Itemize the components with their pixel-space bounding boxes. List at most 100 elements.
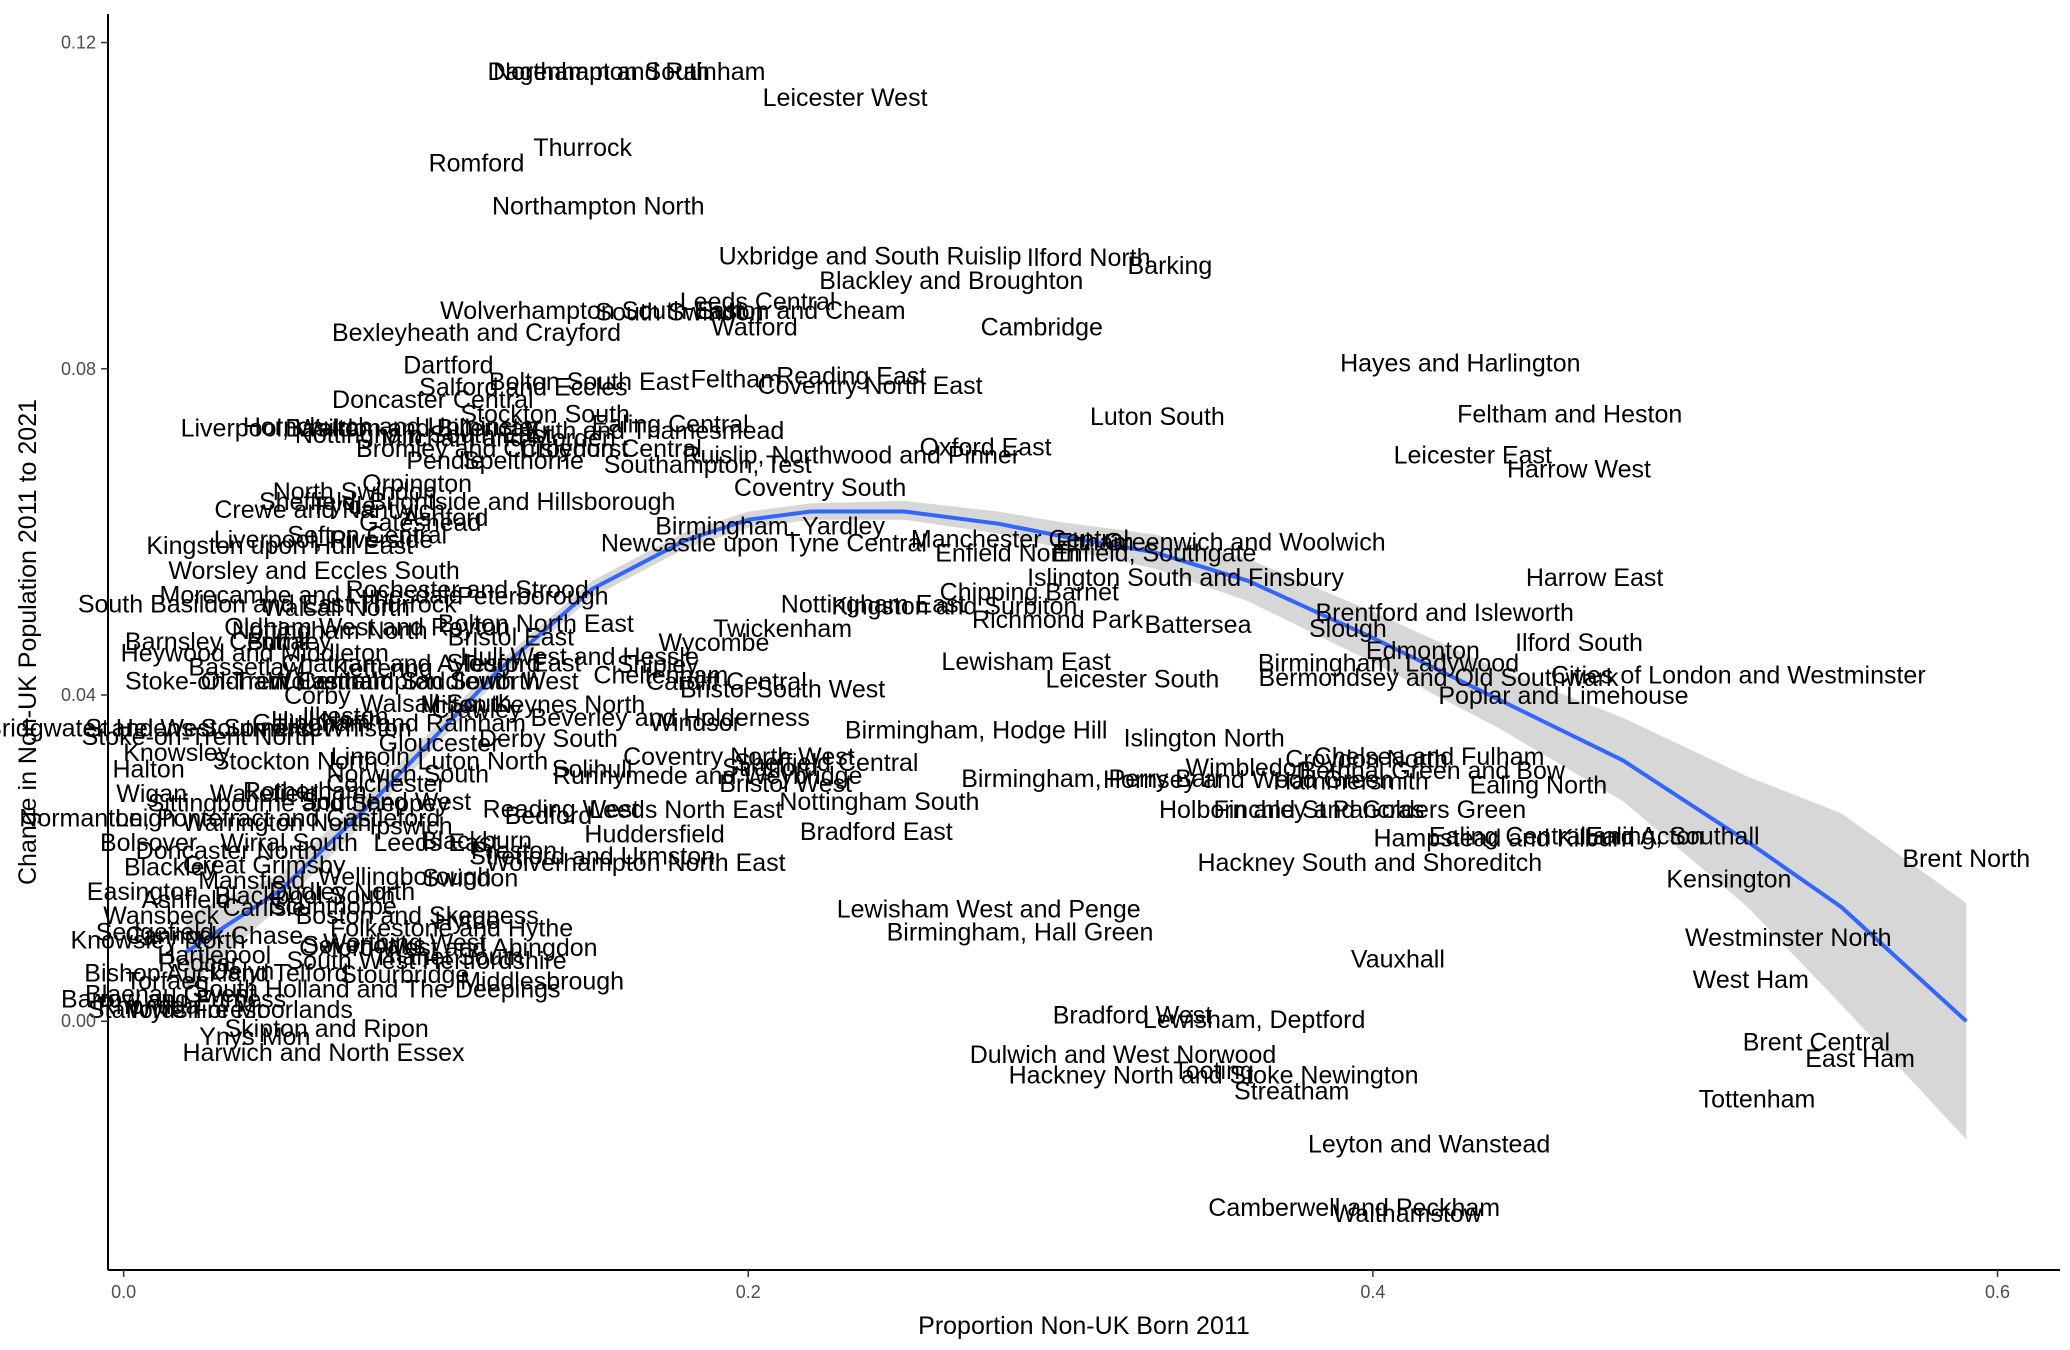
point-label: Wansbeck bbox=[103, 902, 219, 930]
point-label: Fylde bbox=[315, 492, 376, 520]
point-label: Northampton South bbox=[493, 58, 710, 86]
x-axis-title: Proportion Non-UK Born 2011 bbox=[918, 1312, 1250, 1340]
point-label: Cheltenham bbox=[593, 662, 728, 690]
point-label: Croydon North bbox=[1285, 746, 1448, 774]
point-label: Milton Keynes North bbox=[420, 691, 645, 719]
point-label: Delyn bbox=[210, 958, 274, 986]
point-label: Bristol South West bbox=[680, 676, 885, 704]
point-label: Ilford South bbox=[1515, 629, 1643, 657]
point-label: Worsley and Eccles South bbox=[168, 557, 459, 585]
point-label: Westminster North bbox=[1685, 924, 1892, 952]
point-label: Stretford and Urmston bbox=[469, 843, 715, 871]
point-label: Rhondda bbox=[98, 992, 200, 1020]
point-label: Blaenau Gwent bbox=[85, 981, 256, 1009]
point-label: Shipley bbox=[617, 651, 699, 679]
point-label: Walsall North bbox=[262, 594, 410, 622]
point-label: Knowsley bbox=[123, 739, 230, 767]
point-label: Great Grimsby bbox=[183, 852, 346, 880]
x-tick-label: 0.0 bbox=[111, 1282, 136, 1302]
point-label: Hornchurch and Upminster bbox=[243, 413, 542, 441]
point-label: Feltham and Heston bbox=[1457, 401, 1682, 429]
point-label: South Swindon bbox=[595, 299, 763, 327]
point-label: Hartlepool bbox=[157, 941, 271, 969]
point-label: Ilkeston bbox=[302, 702, 388, 730]
point-label: Croydon Central bbox=[520, 435, 702, 463]
point-label: Harrow East bbox=[1526, 564, 1664, 592]
point-label: Stockton South bbox=[460, 401, 630, 429]
point-label: Ealing North bbox=[1470, 772, 1608, 800]
point-label: Nottingham North bbox=[232, 617, 428, 645]
point-label: Brent North bbox=[1902, 845, 2030, 873]
y-tick-label: 0.12 bbox=[61, 33, 96, 53]
point-label: Lewisham, Deptford bbox=[1143, 1006, 1365, 1034]
point-label: Nottingham South bbox=[779, 788, 979, 816]
point-label: Wellingborough bbox=[318, 863, 491, 891]
point-label: Halton bbox=[112, 755, 184, 783]
point-label: Wolverhampton South West bbox=[268, 667, 578, 695]
point-label: North Swindon bbox=[273, 478, 437, 506]
point-label: Uxbridge and South Ruislip bbox=[719, 242, 1022, 270]
point-label: Wolverhampton South East bbox=[440, 297, 744, 325]
point-label: Windsor bbox=[649, 709, 741, 737]
point-label: Slough East bbox=[447, 649, 582, 677]
point-label: Knowsley North bbox=[70, 927, 245, 955]
point-label: Redcar bbox=[158, 950, 239, 978]
point-label: Erith and Thamesmead bbox=[525, 417, 784, 445]
point-label: Oldham East and Saddleworth bbox=[201, 667, 540, 695]
point-label: Twickenham bbox=[713, 615, 852, 643]
point-label: Warrington North bbox=[182, 809, 371, 837]
point-label: Holborn and St Pancras bbox=[1159, 796, 1424, 824]
point-label: Hull North bbox=[271, 707, 382, 735]
point-label: Beverley and Holderness bbox=[531, 704, 810, 732]
point-label: Scunthorpe bbox=[269, 892, 397, 920]
point-label: Torfaen bbox=[126, 968, 209, 996]
point-label: Sefton Central bbox=[287, 521, 447, 549]
smooth-trend-line bbox=[185, 509, 1968, 1023]
point-label: Worthing West bbox=[323, 929, 486, 957]
point-label: Barking bbox=[1128, 252, 1213, 280]
point-label: Gateshead bbox=[359, 509, 481, 537]
point-label: Lewisham East bbox=[941, 648, 1111, 676]
y-tick-label: 0.04 bbox=[61, 685, 96, 705]
point-label: Derby South bbox=[479, 725, 618, 753]
point-label: Boston and Skegness bbox=[296, 902, 539, 930]
point-label: Sheffield, Brightside and Hillsborough bbox=[259, 488, 675, 516]
point-label: Bolton South East bbox=[489, 368, 689, 396]
point-label: Chipping Barnet bbox=[940, 578, 1119, 606]
point-label: Barrow and Furness bbox=[61, 985, 286, 1013]
point-label: Dudley North bbox=[269, 878, 415, 906]
point-label: Dagenham and Rainham bbox=[488, 58, 766, 86]
point-label: Bolsover bbox=[100, 829, 197, 857]
point-label: Normanton, Pontefract and Castleford bbox=[19, 804, 440, 832]
point-label: Easington bbox=[87, 878, 198, 906]
point-label: Walsall South bbox=[360, 690, 512, 718]
point-label: Slough bbox=[1309, 615, 1387, 643]
point-label: Wyre Forest bbox=[127, 996, 263, 1024]
point-label: Richmond Park bbox=[972, 606, 1143, 634]
point-label: Ashfield bbox=[142, 886, 231, 914]
point-label: Crewe and Nantwich bbox=[214, 496, 445, 524]
point-label: Carlisle bbox=[223, 894, 306, 922]
point-label: Bromley and Chislehurst bbox=[356, 435, 628, 463]
point-label: Hythe bbox=[435, 907, 500, 935]
point-label: Bradford West bbox=[1053, 1002, 1212, 1030]
point-label: Sutton and Cheam bbox=[697, 297, 905, 325]
point-label: Southend West bbox=[301, 788, 472, 816]
point-label: Tooting bbox=[1173, 1057, 1254, 1085]
point-label: Kingston and Surbiton bbox=[831, 592, 1077, 620]
point-label: South Basildon and East Thurrock bbox=[78, 591, 457, 619]
point-label: Solihull bbox=[552, 755, 633, 783]
point-label: Dartford bbox=[403, 352, 493, 380]
ticks-layer: 0.0 0.2 0.4 0.6 0.00 0.04 0.08 0.12 bbox=[61, 33, 2010, 1302]
point-label: Streatham bbox=[1234, 1078, 1349, 1106]
point-label: Blackpool South bbox=[214, 882, 395, 910]
point-label: Ruislip, Northwood and Pinner bbox=[682, 441, 1020, 469]
point-label: Birmingham, Ladywood bbox=[1258, 649, 1519, 677]
point-label: Brent Central bbox=[1743, 1029, 1890, 1057]
point-label: Salford and Eccles bbox=[419, 374, 627, 402]
point-label: Crawley bbox=[431, 696, 522, 724]
point-label: Leigh bbox=[115, 804, 176, 832]
point-label: Islington South and Finsbury bbox=[1027, 564, 1344, 592]
